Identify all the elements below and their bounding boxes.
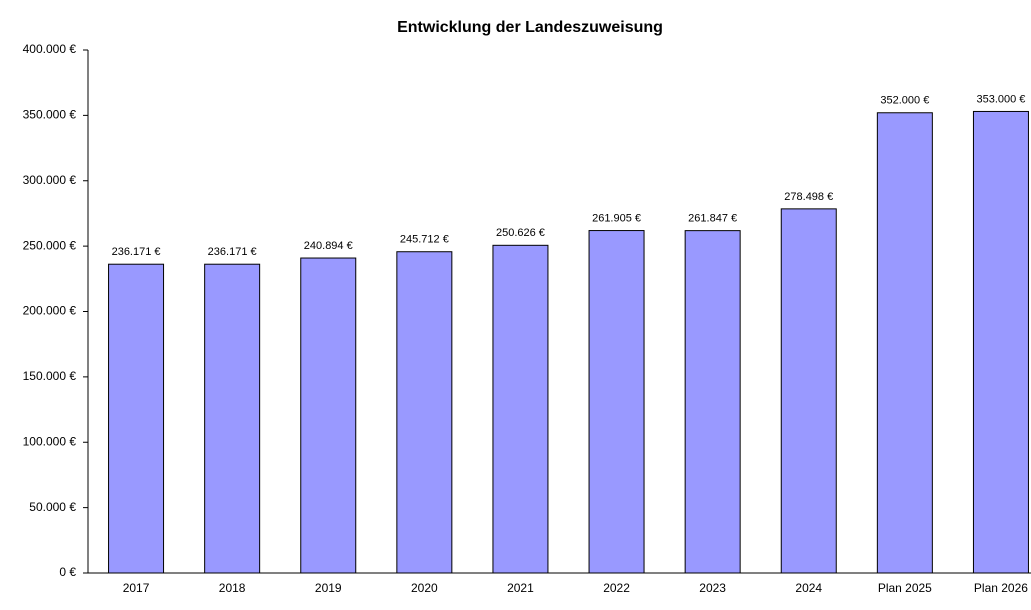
bar bbox=[780, 208, 837, 574]
y-tick-label: 0 € bbox=[59, 565, 76, 579]
data-label: 240.894 € bbox=[304, 240, 353, 252]
bar bbox=[300, 257, 357, 574]
data-label: 352.000 € bbox=[880, 95, 929, 107]
y-tick-label: 250.000 € bbox=[23, 238, 77, 252]
x-tick-label: 2021 bbox=[507, 581, 534, 595]
x-tick-label: 2018 bbox=[218, 581, 246, 595]
y-tick-label: 200.000 € bbox=[23, 304, 77, 318]
y-tick-label: 100.000 € bbox=[23, 434, 77, 448]
x-tick-label: 2023 bbox=[699, 581, 726, 595]
chart-title: Entwicklung der Landeszuweisung bbox=[397, 19, 663, 36]
y-tick-label: 300.000 € bbox=[23, 173, 77, 187]
x-tick-label: 2019 bbox=[314, 581, 342, 595]
x-tick-label: 2022 bbox=[603, 581, 630, 595]
x-tick-label: Plan 2026 bbox=[973, 581, 1028, 595]
data-label: 245.712 € bbox=[400, 234, 449, 246]
y-tick-label: 400.000 € bbox=[23, 42, 77, 56]
data-label: 278.498 € bbox=[784, 191, 833, 203]
x-tick-label: 2024 bbox=[795, 581, 823, 595]
bar bbox=[492, 244, 549, 574]
bar bbox=[972, 110, 1029, 574]
data-label: 236.171 € bbox=[112, 246, 161, 258]
x-tick-label: Plan 2025 bbox=[877, 581, 932, 595]
x-tick-label: 2017 bbox=[122, 581, 150, 595]
y-tick-label: 150.000 € bbox=[23, 369, 77, 383]
bar bbox=[108, 263, 165, 574]
data-label: 250.626 € bbox=[496, 227, 545, 239]
data-label: 236.171 € bbox=[208, 246, 257, 258]
data-label: 261.905 € bbox=[592, 212, 641, 224]
data-label: 353.000 € bbox=[976, 93, 1025, 105]
bar bbox=[588, 230, 645, 574]
x-tick-label: 2020 bbox=[410, 581, 438, 595]
bar bbox=[396, 251, 453, 574]
bar bbox=[876, 112, 933, 574]
y-tick-label: 350.000 € bbox=[23, 108, 77, 122]
bar bbox=[684, 230, 741, 574]
y-tick-label: 50.000 € bbox=[29, 500, 76, 514]
bar bbox=[204, 263, 261, 574]
data-label: 261.847 € bbox=[688, 213, 737, 225]
